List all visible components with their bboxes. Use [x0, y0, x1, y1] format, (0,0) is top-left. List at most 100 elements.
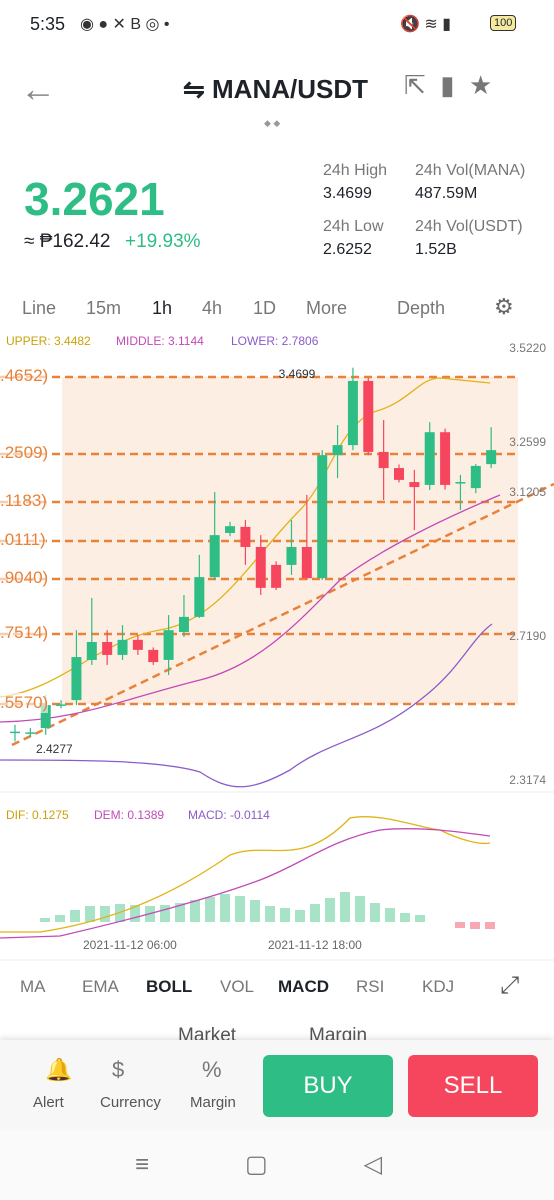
action-label[interactable]: Alert: [33, 1094, 64, 1111]
pair-name: MANA/USDT: [212, 74, 369, 104]
candle-body: [455, 482, 466, 484]
indicator-tab[interactable]: EMA: [82, 977, 119, 996]
candle-body: [317, 455, 328, 579]
battery: 100: [490, 15, 517, 31]
indicator-tab[interactable]: VOL: [220, 977, 255, 996]
fullscreen-icon[interactable]: ⤢: [500, 972, 520, 999]
back-button[interactable]: ←: [20, 68, 56, 109]
indicator-tab[interactable]: BOLL: [146, 977, 193, 996]
candle-body: [409, 482, 420, 488]
boll-upper: [0, 377, 491, 698]
nav-bar: [0, 1130, 554, 1200]
interval-tab[interactable]: 1D: [253, 298, 277, 318]
candle-body: [71, 657, 82, 701]
date-label: 2021-11-12 06:00: [83, 938, 177, 952]
indicator-tab[interactable]: MACD: [278, 977, 329, 996]
level-label: .7514): [0, 623, 49, 643]
interval-tab[interactable]: 15m: [86, 298, 122, 318]
stat-value: 487.59M: [415, 185, 478, 202]
indicator-tab[interactable]: MA: [20, 977, 46, 996]
boll-middle-label: MIDDLE: 3.1144: [116, 334, 204, 348]
level-label: .5570): [0, 693, 49, 713]
header-icons[interactable]: ⇱ ▮ ★: [404, 70, 493, 100]
level-label: .9040): [0, 568, 49, 588]
dem-label: DEM: 0.1389: [94, 808, 165, 822]
settings-icon[interactable]: ⚙: [494, 294, 514, 319]
candle-body: [363, 380, 374, 452]
buy-button[interactable]: BUY: [263, 1055, 393, 1117]
action-icon[interactable]: %: [202, 1057, 222, 1082]
boll-upper-label: UPPER: 3.4482: [6, 334, 91, 348]
stat-label: 24h Low: [323, 218, 384, 235]
level-label: .4652): [0, 366, 49, 386]
indicator-tab[interactable]: RSI: [356, 977, 385, 996]
stat-label: 24h High: [323, 162, 388, 179]
interval-tab[interactable]: Line: [22, 298, 57, 318]
interval-tab[interactable]: 1h: [152, 298, 173, 318]
interval-tab[interactable]: 4h: [202, 298, 223, 318]
stat-value: 2.6252: [323, 241, 372, 258]
macd-histogram: [40, 892, 425, 922]
candle-body: [163, 630, 174, 660]
price-change: +19.93%: [125, 231, 201, 252]
boll-lower: [0, 623, 493, 788]
candle-body: [225, 526, 236, 533]
status-icons: ◉ ● ✕ B ◎ •: [80, 16, 170, 33]
interval-tab[interactable]: Depth: [397, 298, 446, 318]
candle-body: [486, 450, 497, 465]
stat-value: 3.4699: [323, 185, 372, 202]
candle-body: [178, 616, 189, 632]
y-tick-label: 3.5220: [509, 341, 546, 355]
dem-line: [0, 828, 491, 939]
level-label: .1183): [0, 491, 47, 511]
candle-body: [40, 705, 51, 729]
candle-body: [378, 451, 389, 469]
level-label: .2509): [0, 443, 49, 463]
dif-label: DIF: 0.1275: [6, 808, 69, 822]
date-label: 2021-11-12 18:00: [268, 938, 362, 952]
fiat-price: ≈ ₱162.42: [24, 231, 111, 252]
candle-body: [148, 649, 159, 663]
action-icon[interactable]: 🔔: [45, 1057, 73, 1082]
action-icon[interactable]: $: [112, 1057, 125, 1082]
macd-histogram-neg: [455, 922, 495, 929]
candle-body: [286, 546, 297, 565]
candle-body: [56, 704, 67, 706]
macd-label: MACD: -0.0114: [188, 808, 270, 822]
action-label[interactable]: Currency: [100, 1094, 161, 1111]
candle-body: [255, 546, 266, 588]
candle-body: [117, 639, 128, 655]
boll-middle: [0, 494, 501, 723]
boll-lower-label: LOWER: 2.7806: [231, 334, 319, 348]
candle-body: [209, 535, 220, 578]
nav-buttons[interactable]: ≡▢◁: [135, 1151, 479, 1178]
stat-label: 24h Vol(MANA): [415, 162, 526, 179]
interval-tab[interactable]: More: [306, 298, 348, 318]
candle-body: [347, 380, 358, 446]
candle-body: [424, 432, 435, 485]
y-tick-label: 2.7190: [509, 629, 546, 643]
candle-body: [394, 468, 404, 480]
candle-body: [132, 639, 143, 650]
stat-value: 1.52B: [415, 241, 457, 258]
swap-icon: ⇋: [183, 74, 213, 104]
candle-body: [86, 641, 97, 660]
level-label: .0111): [0, 530, 46, 550]
last-price: 3.2621: [24, 173, 165, 225]
y-tick-label: 3.2599: [509, 435, 546, 449]
candle-body: [271, 564, 282, 588]
action-label[interactable]: Margin: [190, 1094, 236, 1111]
sell-button[interactable]: SELL: [408, 1055, 538, 1117]
candle-body: [194, 577, 205, 617]
candle-body: [470, 465, 481, 489]
candle-body: [440, 432, 451, 485]
pair-title[interactable]: ⇋ MANA/USDT: [183, 74, 368, 105]
low-label: 2.4277: [36, 742, 73, 756]
y-tick-label: 2.3174: [509, 773, 546, 787]
page-dots: ◆ ◆: [264, 118, 281, 128]
indicator-tab[interactable]: KDJ: [422, 977, 455, 996]
candle-body: [301, 546, 312, 579]
candle-body: [332, 445, 343, 456]
